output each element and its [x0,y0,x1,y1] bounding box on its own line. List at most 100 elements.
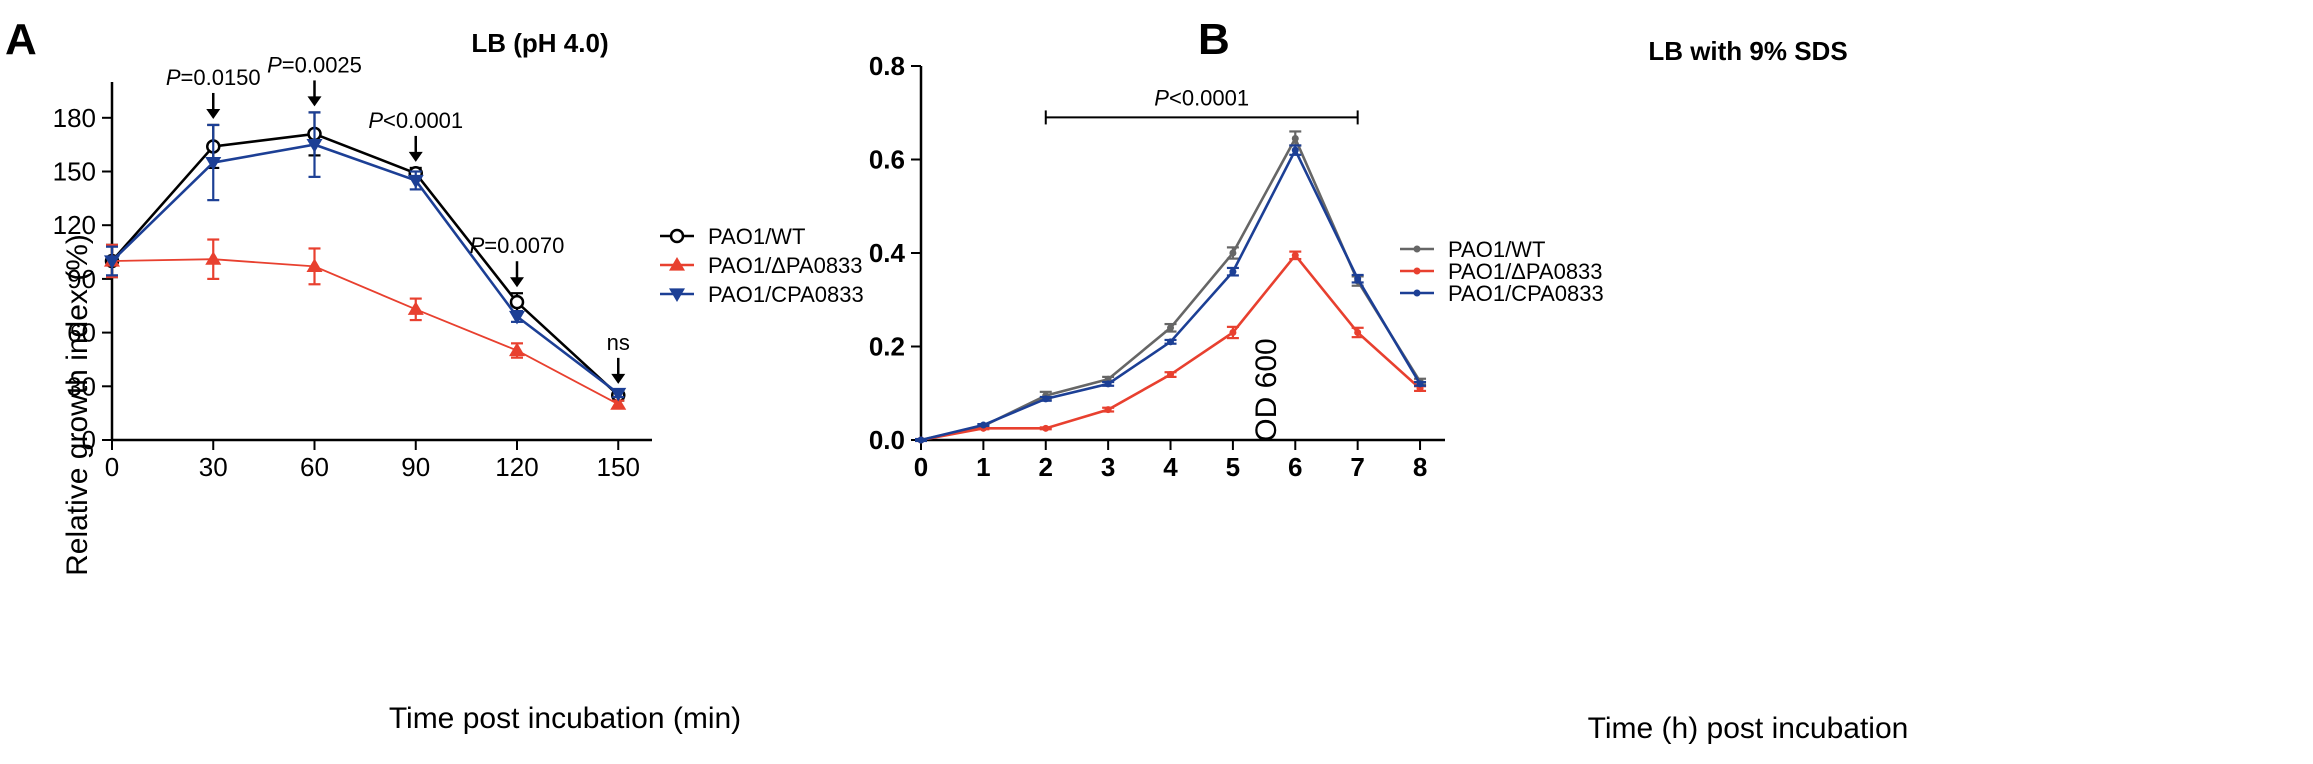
y-tick-label: 30 [67,371,96,401]
annotation-text: P=0.0025 [267,52,362,77]
y-tick-label: 180 [53,103,96,133]
series-2 [915,250,1427,444]
data-point [306,258,323,272]
data-point [306,139,323,153]
panel-b-label: B [1198,15,1230,64]
x-tick-label: 150 [597,452,640,482]
x-tick-label: 90 [401,452,430,482]
annotation-arrow-head [206,108,221,119]
annotation-text: P=0.0150 [166,65,261,90]
annotation: ns [607,330,630,384]
x-tick-label: 8 [1413,452,1427,482]
legend-label: PAO1/ΔPA0833 [1448,259,1603,284]
data-point [1291,251,1299,259]
series-2 [104,238,627,410]
annotation-text-prefix: P [267,52,282,77]
legend-marker [669,257,685,271]
panel-a-ylabel: Relative growth index (%) [61,234,94,576]
data-point [1229,268,1237,276]
legend-item: PAO1/WT [1400,237,1545,262]
legend-item: PAO1/ΔPA0833 [1400,259,1603,284]
annotation-arrow-head [307,96,322,107]
y-tick-label: 60 [67,318,96,348]
panel-b-xlabel: Time (h) post incubation [1588,712,1909,745]
annotation: P<0.0001 [368,108,463,162]
data-point [1167,338,1175,346]
x-tick-label: 30 [199,452,228,482]
y-tick-label: 0 [82,425,96,455]
bracket-text-value: <0.0001 [1169,85,1249,110]
annotation-text-value: =0.0025 [282,52,362,77]
x-tick-label: 6 [1288,452,1302,482]
panel-b-plot: 0 1 2 3 4 5 6 7 8 0.0 0.2 0.4 0.6 0.8 PAO1/WTPAO1/ΔPA0… [869,51,1604,482]
legend-label: PAO1/ΔPA0833 [708,253,863,278]
data-point [1416,380,1424,388]
panel-a-title: LB (pH 4.0) [471,28,608,58]
data-point [407,301,424,315]
x-tick-label: 2 [1039,452,1053,482]
series-line [920,135,1422,442]
annotation-text-value: =0.0070 [484,233,564,258]
data-point [407,174,424,189]
x-tick-label: 0 [105,452,119,482]
annotation-arrow-head [510,277,524,288]
annotation-arrow-head [611,373,626,384]
series-line [920,147,1422,442]
legend-marker [669,288,685,302]
x-tick-label: 60 [300,452,329,482]
y-tick-label: 150 [53,157,96,187]
annotation-text: P<0.0001 [368,108,463,133]
data-point [1229,328,1237,336]
legend-label: PAO1/WT [708,224,805,249]
data-point [1291,146,1299,154]
annotation: P=0.0150 [166,65,261,119]
annotation-text-prefix: P [470,233,485,258]
x-tick-label: 120 [495,452,538,482]
series-line [920,253,1421,442]
annotation-text-prefix: P [368,108,383,133]
annotation: P=0.0070 [470,233,565,288]
annotation-text-value: <0.0001 [383,108,463,133]
data-point [1104,380,1112,388]
legend-item: PAO1/CPA0833 [1400,281,1604,306]
panel-b-ylabel: OD 600 [1250,338,1283,441]
bracket-text: P<0.0001 [1154,85,1249,110]
data-point [509,294,525,310]
y-tick-label: 90 [67,264,96,294]
series-3 [915,144,1427,444]
annotation: P=0.0025 [267,52,362,107]
x-tick-label: 5 [1226,452,1240,482]
data-point [509,342,525,357]
legend-marker [1413,289,1421,297]
series-1 [915,130,1427,444]
x-tick-label: 0 [914,452,928,482]
data-point [610,396,627,410]
data-point [1042,424,1050,432]
annotation-arrow-head [408,151,423,162]
series-line [111,132,620,397]
data-point [1354,275,1362,283]
data-point [917,436,925,444]
x-tick-label: 1 [976,452,990,482]
y-tick-label: 120 [53,210,96,240]
data-point [979,421,987,429]
y-tick-label: 0.6 [869,145,905,175]
annotation-text: P=0.0070 [470,233,565,258]
y-tick-label: 0.8 [869,51,905,81]
series-3 [104,111,627,402]
panel-a-label: A [5,15,37,64]
series-line [111,258,619,405]
data-point [1167,324,1175,332]
annotation-text-value: =0.0150 [181,65,261,90]
annotation-text: ns [607,330,630,355]
legend-label: PAO1/CPA0833 [1448,281,1604,306]
annotation-text-prefix: P [166,65,181,90]
data-point [1167,371,1175,379]
panel-a-xlabel: Time post incubation (min) [389,702,741,735]
series-line [111,143,620,395]
data-point [610,387,627,402]
data-point [1104,406,1112,414]
data-point [1042,395,1050,403]
data-point [205,251,222,265]
